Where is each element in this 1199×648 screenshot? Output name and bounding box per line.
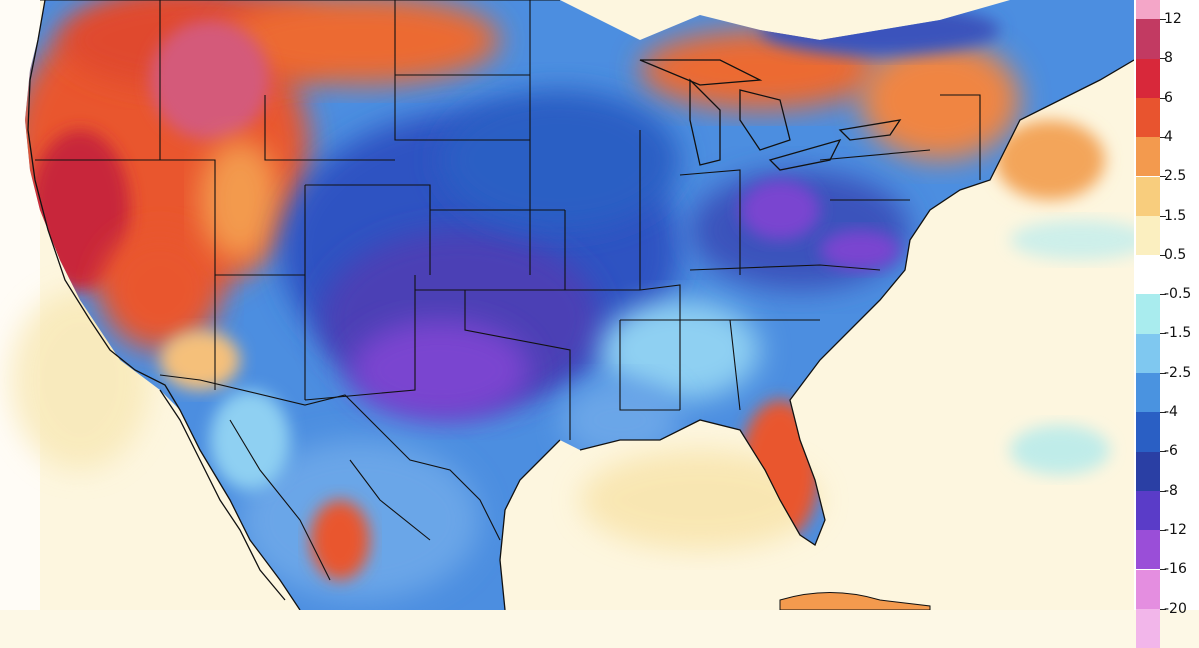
temperature-anomaly-map <box>0 0 1134 610</box>
border-lines <box>35 0 981 581</box>
legend-tick <box>1160 294 1166 296</box>
legend-label: -12 <box>1164 521 1187 538</box>
legend-tick <box>1160 97 1166 99</box>
legend-label: 4 <box>1164 128 1173 145</box>
map-canvas <box>0 0 1134 610</box>
legend-label: 1.5 <box>1164 207 1187 224</box>
legend-swatch <box>1136 333 1160 373</box>
legend-tick <box>1160 412 1166 413</box>
legend-swatch <box>1136 530 1160 570</box>
legend-tick <box>1160 569 1166 571</box>
cuba-outline <box>779 592 931 610</box>
legend-swatch <box>1136 0 1160 20</box>
legend-swatch <box>1136 608 1160 648</box>
legend-swatch <box>1136 490 1160 531</box>
legend-label: -0.5 <box>1164 286 1192 303</box>
legend-label: 12 <box>1164 11 1182 27</box>
legend-swatch <box>1136 176 1160 216</box>
legend-tick <box>1160 333 1166 335</box>
color-legend: 12 8 6 4 2.5 1.5 0.5 -0.5 -1.5 -2.5 -4 -6 -8 -12 -16 -2… <box>1134 0 1199 648</box>
legend-swatch <box>1136 137 1160 177</box>
legend-tick <box>1160 490 1166 492</box>
legend-label: -8 <box>1164 482 1178 499</box>
legend-tick <box>1160 19 1166 20</box>
legend-label: 0.5 <box>1164 246 1187 263</box>
legend-tick <box>1160 58 1166 60</box>
legend-swatch <box>1136 373 1160 413</box>
legend-swatch <box>1136 412 1160 452</box>
legend-tick <box>1160 254 1166 256</box>
legend-tick <box>1160 608 1166 610</box>
legend-label: -20 <box>1164 600 1187 617</box>
legend-swatch <box>1136 451 1160 491</box>
legend-swatch <box>1136 255 1160 295</box>
legend-tick <box>1160 372 1166 374</box>
legend-tick <box>1160 215 1166 217</box>
legend-swatch <box>1136 294 1160 334</box>
legend-label: -4 <box>1164 404 1178 420</box>
legend-label: 2.5 <box>1164 168 1187 185</box>
legend-swatch <box>1136 215 1160 256</box>
legend-swatch <box>1136 97 1160 138</box>
legend-label: 8 <box>1164 50 1173 67</box>
legend-label: -2.5 <box>1164 364 1192 381</box>
legend-swatch <box>1136 19 1160 59</box>
legend-label: -1.5 <box>1164 325 1192 342</box>
legend-label: -16 <box>1164 561 1187 578</box>
legend-swatch <box>1136 569 1160 609</box>
legend-tick <box>1160 136 1166 138</box>
legend-label: -6 <box>1164 443 1178 460</box>
legend-swatch <box>1136 58 1160 98</box>
coastlines <box>27 0 1134 610</box>
legend-tick <box>1160 529 1166 531</box>
legend-label: 6 <box>1164 89 1173 106</box>
legend-tick <box>1160 176 1166 178</box>
legend-tick <box>1160 451 1166 453</box>
